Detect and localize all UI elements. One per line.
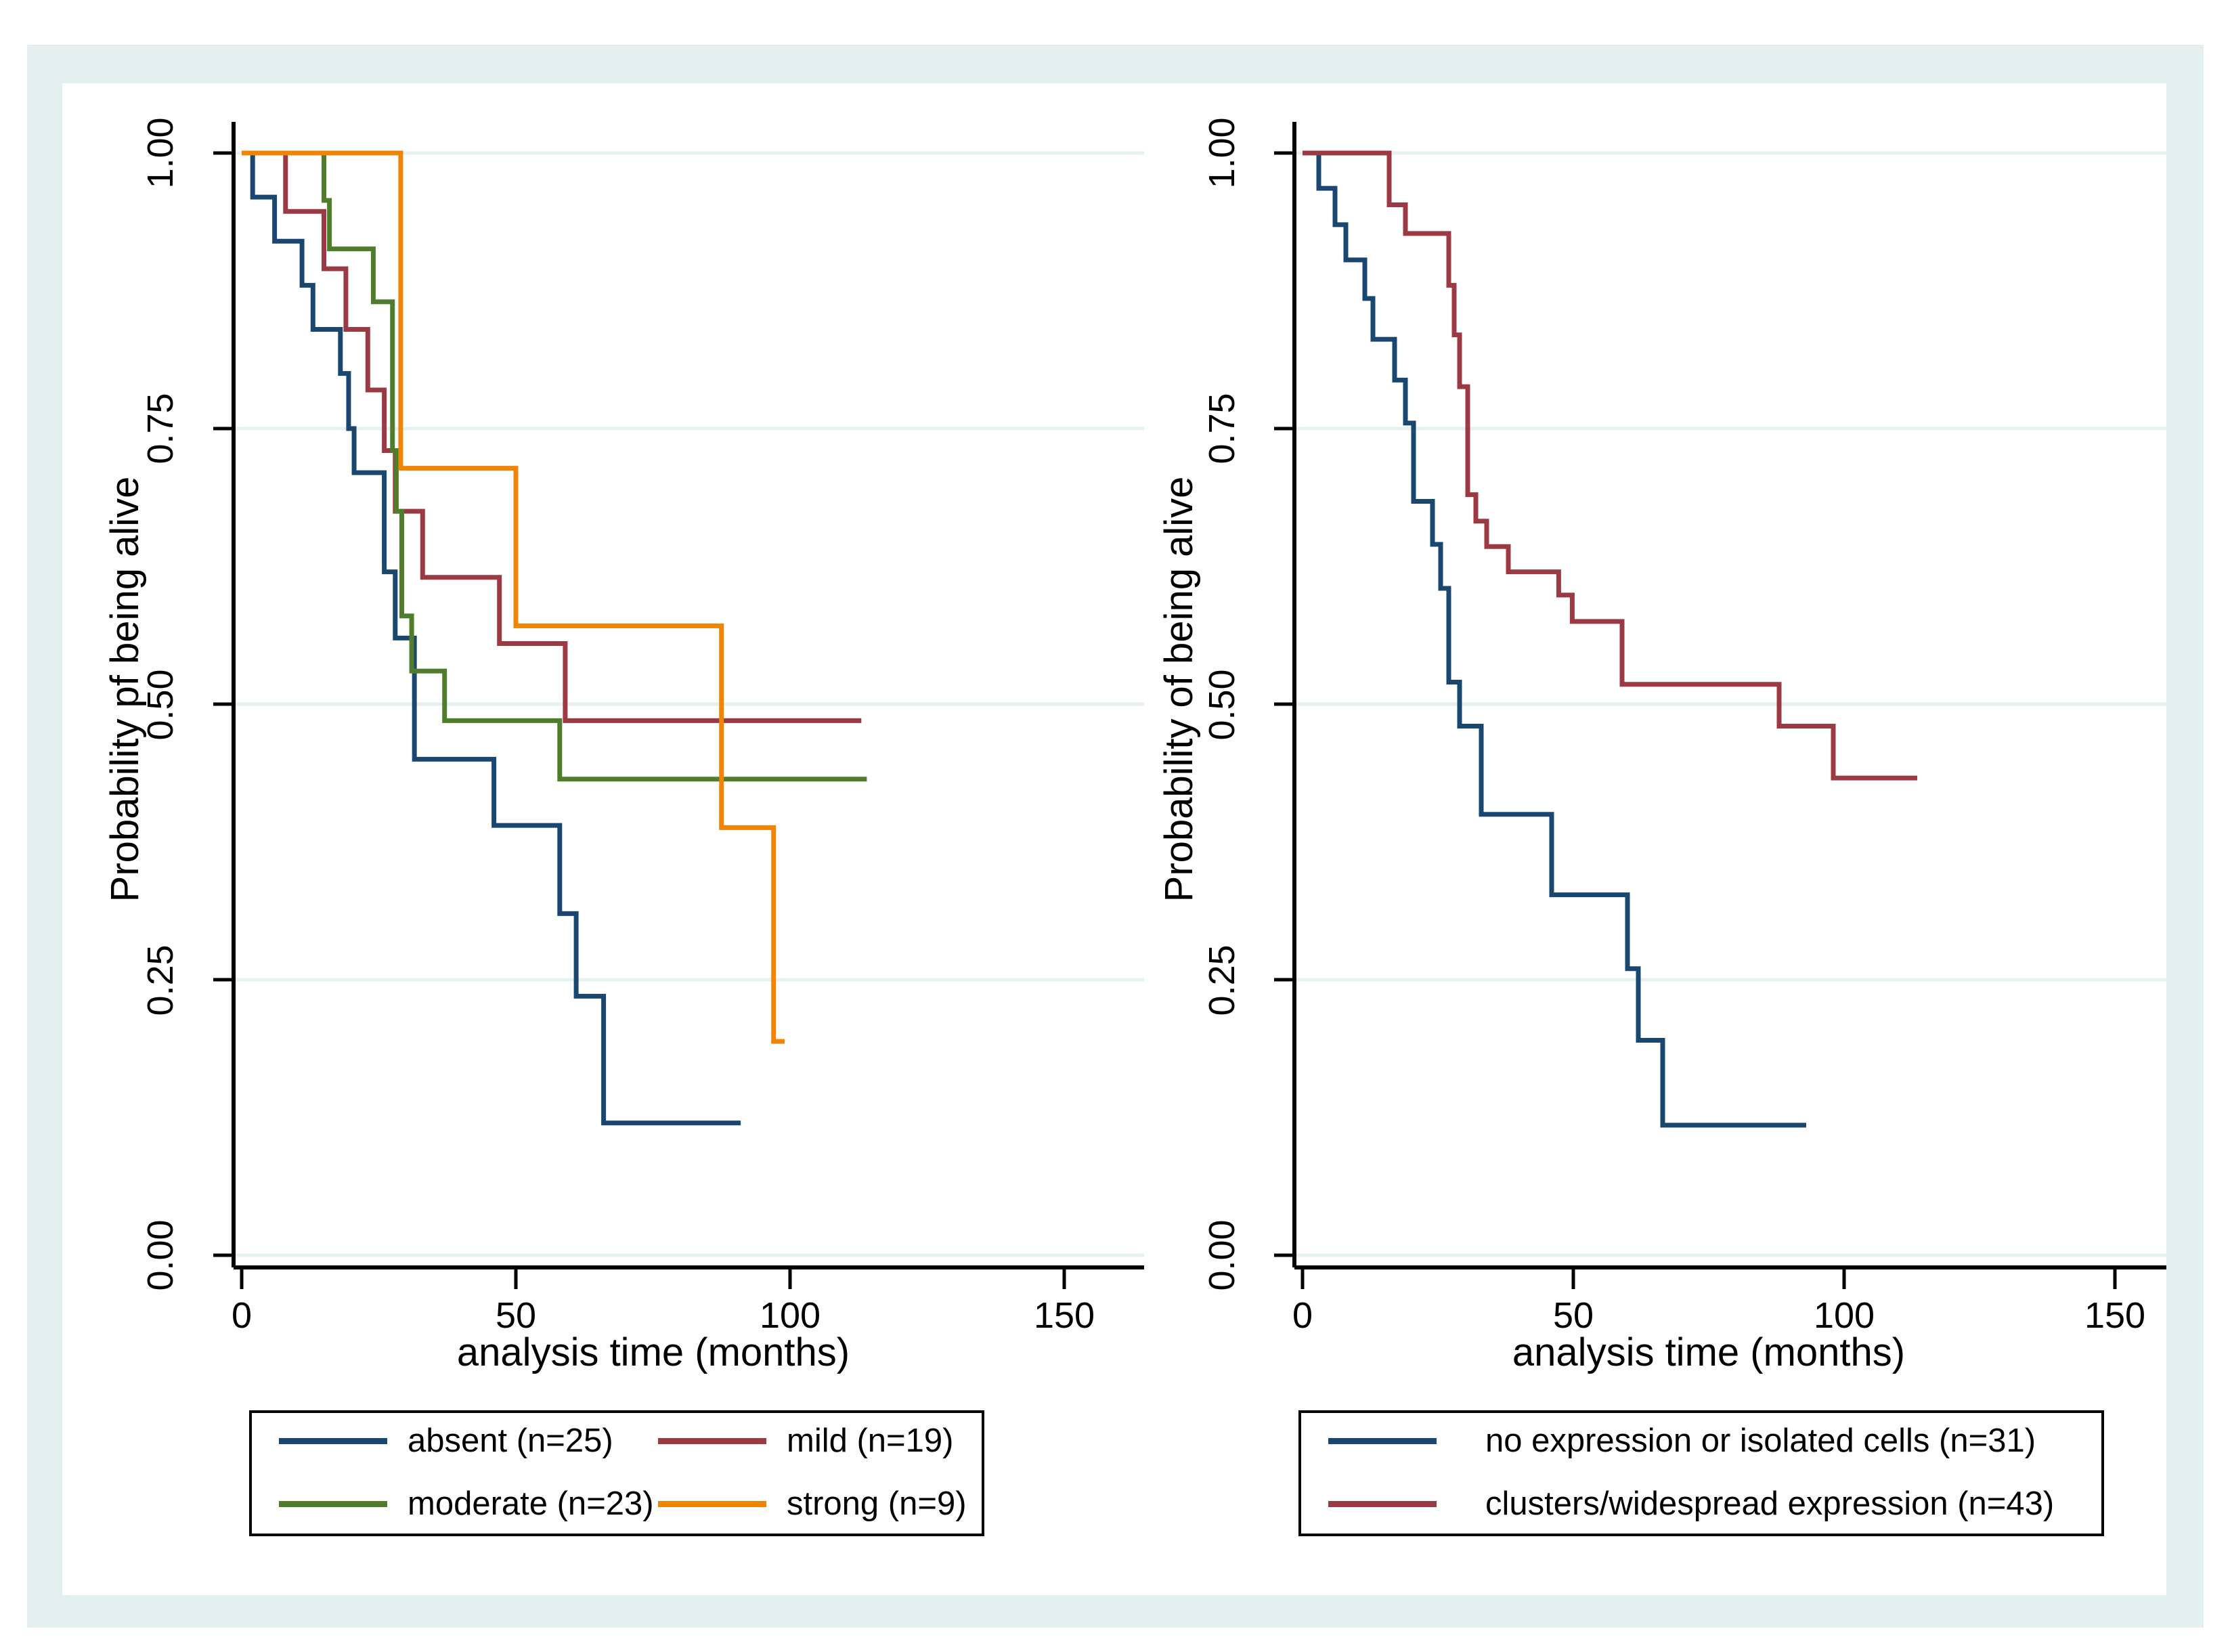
right-legend: no expression or isolated cells (n=31) c… (1298, 1410, 2104, 1536)
x-tick-label: 100 (759, 1295, 821, 1336)
survival-curve (1303, 150, 1806, 1128)
legend-line-absent (279, 1438, 387, 1444)
y-tick-label: 0.25 (1202, 944, 1242, 1016)
left-legend: absent (n=25) mild (n=19) moderate (n=23… (249, 1410, 984, 1536)
x-tick-label: 150 (2084, 1295, 2146, 1336)
x-tick-label: 50 (495, 1295, 537, 1336)
legend-label-absent: absent (n=25) (408, 1422, 613, 1459)
x-tick-label: 150 (1033, 1295, 1095, 1336)
y-tick-label: 0.50 (1202, 669, 1242, 741)
y-tick-label: 1.00 (140, 117, 181, 189)
legend-line-no-expression (1328, 1438, 1437, 1444)
y-tick-label: 0.75 (140, 393, 181, 464)
y-tick-label: 0.25 (140, 944, 181, 1016)
x-tick-label: 0 (1292, 1295, 1313, 1336)
y-tick-label: 0.00 (1202, 1219, 1242, 1291)
x-tick-label: 100 (1813, 1295, 1875, 1336)
survival-curve (242, 150, 867, 782)
legend-line-clusters (1328, 1501, 1437, 1507)
legend-label-clusters: clusters/widespread expression (n=43) (1485, 1485, 2055, 1522)
graph-region (62, 83, 2166, 1595)
legend-line-strong (658, 1501, 766, 1507)
survival-curve (242, 150, 862, 723)
y-tick-label: 1.00 (1202, 117, 1242, 189)
right-km-plot (1274, 122, 2166, 1289)
legend-label-mild: mild (n=19) (787, 1422, 954, 1459)
legend-label-strong: strong (n=9) (787, 1485, 967, 1522)
left-x-axis-title: analysis time (months) (456, 1330, 850, 1374)
legend-label-no-expression: no expression or isolated cells (n=31) (1485, 1422, 2036, 1459)
survival-curve (242, 150, 741, 1126)
legend-line-mild (658, 1438, 766, 1444)
right-x-axis-title: analysis time (months) (1512, 1330, 1906, 1374)
right-y-axis-title: Probability of being alive (1157, 476, 1201, 903)
y-tick-label: 0.50 (140, 669, 181, 741)
left-km-plot (213, 122, 1144, 1289)
legend-label-moderate: moderate (n=23) (408, 1485, 654, 1522)
y-tick-label: 0.75 (1202, 393, 1242, 464)
survival-curve (1303, 150, 1917, 781)
x-tick-label: 50 (1552, 1295, 1594, 1336)
y-tick-label: 0.00 (140, 1219, 181, 1291)
survival-curve (242, 150, 785, 1044)
left-y-axis-title: Probability pf being alive (103, 476, 147, 903)
x-tick-label: 0 (231, 1295, 253, 1336)
legend-line-moderate (279, 1501, 387, 1507)
